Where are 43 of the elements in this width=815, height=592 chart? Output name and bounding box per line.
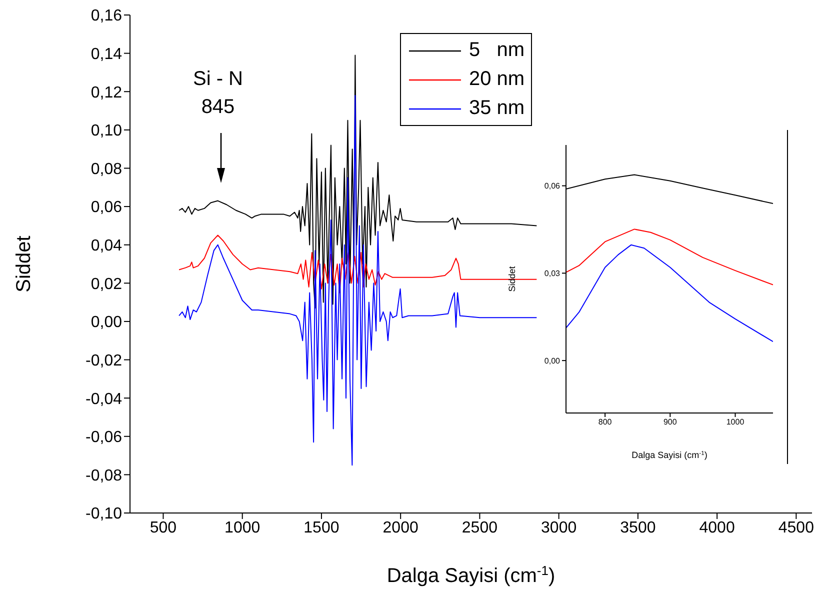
- y-tick-label: 0,14: [90, 46, 122, 63]
- x-tick-label: 1000: [726, 418, 745, 427]
- y-tick-label: 0,02: [90, 276, 122, 293]
- x-tick-label: 3000: [541, 519, 577, 536]
- x-tick-label: 2500: [462, 519, 498, 536]
- x-tick-label: 4000: [699, 519, 735, 536]
- x-tick-label: 800: [598, 418, 612, 427]
- x-tick-label: 900: [663, 418, 678, 427]
- y-tick-label: 0,04: [90, 238, 122, 255]
- x-tick-label: 1000: [224, 519, 260, 536]
- x-tick-label: 500: [150, 519, 177, 536]
- y-tick-label: 0,03: [544, 269, 561, 278]
- line-series: [566, 228, 773, 286]
- y-tick-label: 0,06: [544, 182, 561, 191]
- annotation: 845: [201, 96, 235, 118]
- y-tick-label: 0,10: [90, 122, 122, 140]
- y-tick-label: -0,04: [86, 390, 122, 408]
- y-tick-label: 0,00: [544, 356, 561, 366]
- y-tick-label: 0,08: [90, 160, 122, 178]
- y-tick-label: 0,00: [90, 314, 122, 332]
- annotation: Si - N: [193, 68, 243, 90]
- legend-label: 20 nm: [469, 68, 525, 91]
- line-series: [178, 234, 538, 294]
- y-tick-label: -0,08: [86, 467, 122, 484]
- x-tick-label: 2000: [382, 519, 418, 536]
- line-series: [566, 244, 773, 342]
- y-tick-label: -0,02: [86, 352, 122, 370]
- y-tick-label: 0,12: [90, 84, 122, 102]
- y-axis-title: Siddet: [507, 266, 517, 292]
- legend-label: 35 nm: [469, 97, 525, 120]
- y-tick-label: -0,06: [86, 429, 122, 446]
- line-series: [178, 94, 538, 466]
- x-axis-title: Dalga Sayisi (cm$^{-1}$): [386, 562, 556, 587]
- legend-label: 5 nm: [469, 39, 525, 62]
- line-series: [178, 54, 538, 309]
- y-tick-label: 0,16: [90, 8, 122, 25]
- x-tick-label: 3500: [620, 519, 656, 536]
- x-tick-label: 4500: [778, 519, 814, 536]
- y-tick-label: 0,06: [90, 199, 122, 216]
- y-tick-label: -0,10: [86, 506, 122, 523]
- y-axis-title: Siddet: [13, 235, 35, 292]
- x-tick-label: 1500: [304, 519, 340, 536]
- x-axis-title: Dalga Sayisi (cm$^{-1}$): [632, 450, 708, 460]
